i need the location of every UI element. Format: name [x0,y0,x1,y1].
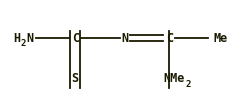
Text: S: S [72,72,79,85]
Text: N: N [121,32,128,45]
Text: C: C [72,32,79,45]
Text: 2: 2 [186,80,191,89]
Text: NMe: NMe [163,72,185,85]
Text: H: H [13,32,20,45]
Text: N: N [26,32,33,45]
Text: Me: Me [214,32,228,45]
Text: 2: 2 [20,39,26,48]
Text: C: C [166,32,173,45]
